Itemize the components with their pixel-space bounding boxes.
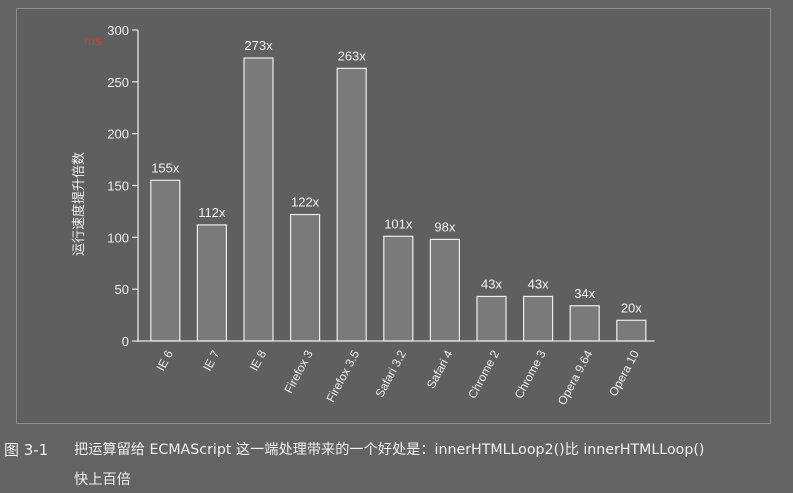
bar-value-label: 122x <box>291 195 320 210</box>
bar-value-label: 20x <box>621 300 642 315</box>
category-label: Opera 9.64 <box>555 348 596 408</box>
bar-value-label: 101x <box>384 216 413 231</box>
category-label: Safari 4 <box>424 348 456 391</box>
bar <box>523 295 554 342</box>
bars <box>138 57 655 342</box>
bar <box>290 213 321 342</box>
figure-caption: 图 3-1 把运算留给 ECMAScript 这一端处理带来的一个好处是：inn… <box>0 428 793 493</box>
bar-value-label: 273x <box>244 38 273 53</box>
y-tick-label: 200 <box>107 127 129 142</box>
category-label: IE 7 <box>200 348 223 374</box>
bar-value-label: 43x <box>481 276 502 291</box>
y-tick-label: 300 <box>107 23 129 38</box>
y-tick-label: 100 <box>107 230 129 245</box>
bar-value-label: 263x <box>338 48 367 63</box>
bar-value-label: 112x <box>198 205 226 220</box>
bar <box>243 57 274 342</box>
bar-value-label: 155x <box>151 160 180 175</box>
data-labels: 155x 112x 273x 122x 263x 101x 98x 43x 43x 34x 20x <box>151 38 642 315</box>
category-label: IE 8 <box>247 348 270 374</box>
bar-chart: ms 运行速度提升倍数 0 50 100 150 200 250 300 155x 112x 2… <box>71 23 655 408</box>
bar <box>569 305 600 342</box>
category-label: Chrome 2 <box>465 348 502 401</box>
caption-line-2: 快上百倍 <box>74 472 131 488</box>
y-tick-label: 150 <box>107 179 129 194</box>
y-tick-label: 250 <box>107 75 129 90</box>
bar-value-label: 98x <box>434 219 455 234</box>
bar <box>476 295 507 342</box>
y-tick-label: 50 <box>115 282 129 297</box>
category-label: Opera 10 <box>606 348 642 399</box>
category-label: Firefox 3.5 <box>323 348 362 405</box>
category-label: IE 6 <box>154 348 177 374</box>
bar <box>429 238 460 342</box>
y-axis-title: 运行速度提升倍数 <box>71 152 87 256</box>
y-axis: 0 50 100 150 200 250 300 <box>107 23 139 349</box>
category-label: Firefox 3 <box>281 348 315 396</box>
y-tick-label: 0 <box>122 334 129 349</box>
bar <box>616 319 647 342</box>
chart-frame <box>16 8 771 424</box>
bar <box>383 235 414 342</box>
y-unit-label: ms <box>84 33 102 48</box>
caption-line-1: 把运算留给 ECMAScript 这一端处理带来的一个好处是：innerHTML… <box>74 442 705 458</box>
category-label: Safari 3.2 <box>372 348 409 400</box>
bar-value-label: 43x <box>528 276 549 291</box>
category-labels: IE 6 IE 7 IE 8 Firefox 3 Firefox 3.5 Safari 3… <box>154 348 643 408</box>
bar <box>196 224 227 342</box>
bar <box>150 179 181 342</box>
figure-number: 图 3-1 <box>4 441 49 459</box>
category-label: Chrome 3 <box>512 348 549 401</box>
bar <box>336 67 367 342</box>
bar-value-label: 34x <box>574 286 595 301</box>
